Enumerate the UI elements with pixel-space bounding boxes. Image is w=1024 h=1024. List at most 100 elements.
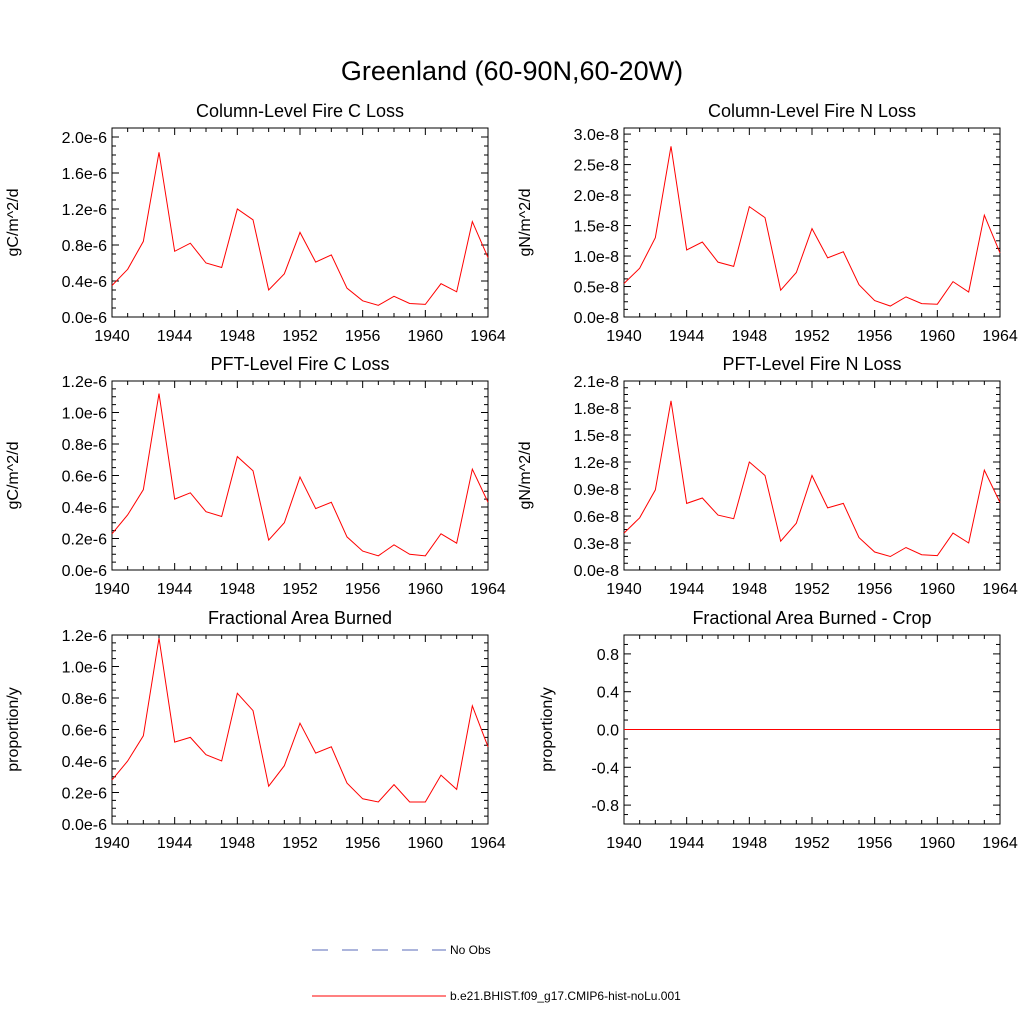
legend-label-1: No Obs [450, 943, 491, 957]
panel-title: Fractional Area Burned - Crop [692, 608, 931, 628]
legend: No Obs b.e21.BHIST.f09_g17.CMIP6-hist-noL… [312, 943, 681, 1003]
y-tick-label: 0.8 [597, 647, 619, 664]
x-tick-label: 1948 [220, 328, 256, 345]
x-tick-label: 1960 [408, 581, 444, 598]
chart-panel-3: PFT-Level Fire C Loss 1940 1944 1948 1952 195… [5, 354, 506, 598]
x-tick-label: 1948 [732, 328, 768, 345]
y-axis-label: gN/m^2/d [517, 189, 534, 257]
panel-title: Fractional Area Burned [208, 608, 392, 628]
y-axis-label: gC/m^2/d [5, 189, 22, 257]
y-tick-label: 2.5e-8 [574, 158, 619, 175]
plot-frame [111, 127, 489, 318]
y-tick-label: 1.2e-8 [574, 455, 619, 472]
y-tick-label: 1.0e-6 [62, 660, 107, 677]
y-tick-label: 0.2e-6 [62, 532, 107, 549]
x-tick-label: 1960 [920, 581, 956, 598]
chart-panel-2: Column-Level Fire N Loss 1940 1944 1948 1952… [517, 101, 1018, 345]
x-tick-label: 1956 [857, 835, 893, 852]
x-tick-label: 1960 [408, 835, 444, 852]
y-tick-label: 0.0e-6 [62, 310, 107, 327]
y-tick-label: 1.5e-8 [574, 428, 619, 445]
x-tick-label: 1940 [94, 835, 130, 852]
legend-label-2: b.e21.BHIST.f09_g17.CMIP6-hist-noLu.001 [450, 989, 681, 1003]
x-tick-label: 1948 [732, 835, 768, 852]
x-tick-label: 1964 [470, 581, 506, 598]
x-tick-label: 1944 [669, 581, 705, 598]
x-tick-label: 1940 [94, 581, 130, 598]
panel-title: Column-Level Fire N Loss [708, 101, 916, 121]
x-tick-label: 1944 [157, 835, 193, 852]
x-tick-label: 1956 [345, 581, 381, 598]
x-tick-label: 1940 [94, 328, 130, 345]
y-tick-label: -0.4 [591, 760, 619, 777]
x-tick-label: 1964 [982, 835, 1018, 852]
x-tick-label: 1944 [669, 835, 705, 852]
x-tick-label: 1944 [157, 328, 193, 345]
chart-panel-6: Fractional Area Burned - Crop 1940 1944 194… [539, 608, 1018, 852]
figure-title: Greenland (60-90N,60-20W) [341, 56, 683, 86]
x-tick-label: 1952 [282, 835, 318, 852]
y-tick-label: 1.0e-8 [574, 249, 619, 266]
series-line [623, 146, 1001, 307]
x-tick-label: 1952 [794, 835, 830, 852]
x-tick-label: 1944 [669, 328, 705, 345]
y-tick-label: 0.0e-6 [62, 817, 107, 834]
x-tick-label: 1948 [732, 581, 768, 598]
y-tick-label: 1.0e-6 [62, 406, 107, 423]
y-tick-label: 0.0e-8 [574, 563, 619, 580]
y-axis-label: gN/m^2/d [517, 442, 534, 510]
x-tick-label: 1940 [606, 328, 642, 345]
y-tick-label: 0.8e-6 [62, 437, 107, 454]
y-tick-label: 0.3e-8 [574, 536, 619, 553]
y-tick-label: 2.0e-6 [62, 130, 107, 147]
x-tick-label: 1952 [282, 328, 318, 345]
y-tick-label: -0.8 [591, 798, 619, 815]
x-tick-label: 1964 [470, 328, 506, 345]
y-tick-label: 0.0e-6 [62, 563, 107, 580]
series-line [111, 393, 489, 557]
x-tick-label: 1956 [345, 328, 381, 345]
chart-panel-5: Fractional Area Burned 1940 1944 1948 1952 19… [5, 608, 506, 852]
y-tick-label: 1.2e-6 [62, 202, 107, 219]
chart-panel-4: PFT-Level Fire N Loss 1940 1944 1948 1952 195… [517, 354, 1018, 598]
x-tick-label: 1956 [345, 835, 381, 852]
y-tick-label: 0.9e-8 [574, 482, 619, 499]
panel-title: Column-Level Fire C Loss [196, 101, 404, 121]
plot-frame [623, 127, 1001, 318]
x-tick-label: 1948 [220, 835, 256, 852]
y-tick-label: 0.6e-8 [574, 509, 619, 526]
series-line [111, 152, 489, 306]
chart-panel-1: Column-Level Fire C Loss 1940 1944 1948 1952… [5, 101, 506, 345]
x-tick-label: 1960 [920, 835, 956, 852]
x-tick-label: 1944 [157, 581, 193, 598]
x-tick-label: 1952 [794, 328, 830, 345]
y-tick-label: 1.6e-6 [62, 166, 107, 183]
y-tick-label: 0.8e-6 [62, 238, 107, 255]
y-tick-label: 2.0e-8 [574, 188, 619, 205]
y-tick-label: 0.8e-6 [62, 691, 107, 708]
y-tick-label: 0.5e-8 [574, 280, 619, 297]
y-axis-label: proportion/y [5, 687, 22, 772]
x-tick-label: 1940 [606, 835, 642, 852]
series-line [623, 400, 1001, 558]
x-tick-label: 1964 [470, 835, 506, 852]
y-tick-label: 0.4e-6 [62, 500, 107, 517]
plot-frame [111, 380, 489, 571]
series-line [111, 638, 489, 803]
x-tick-label: 1940 [606, 581, 642, 598]
y-tick-label: 0.0 [597, 723, 619, 740]
y-tick-label: 0.4 [597, 685, 619, 702]
x-tick-label: 1964 [982, 581, 1018, 598]
x-tick-label: 1964 [982, 328, 1018, 345]
y-tick-label: 0.4e-6 [62, 274, 107, 291]
y-tick-label: 2.1e-8 [574, 374, 619, 391]
x-tick-label: 1956 [857, 581, 893, 598]
x-tick-label: 1960 [920, 328, 956, 345]
y-axis-label: gC/m^2/d [5, 442, 22, 510]
y-tick-label: 1.2e-6 [62, 628, 107, 645]
panels-container: Column-Level Fire C Loss 1940 1944 1948 1952… [5, 101, 1018, 852]
plot-frame [111, 634, 489, 825]
x-tick-label: 1948 [220, 581, 256, 598]
x-tick-label: 1960 [408, 328, 444, 345]
